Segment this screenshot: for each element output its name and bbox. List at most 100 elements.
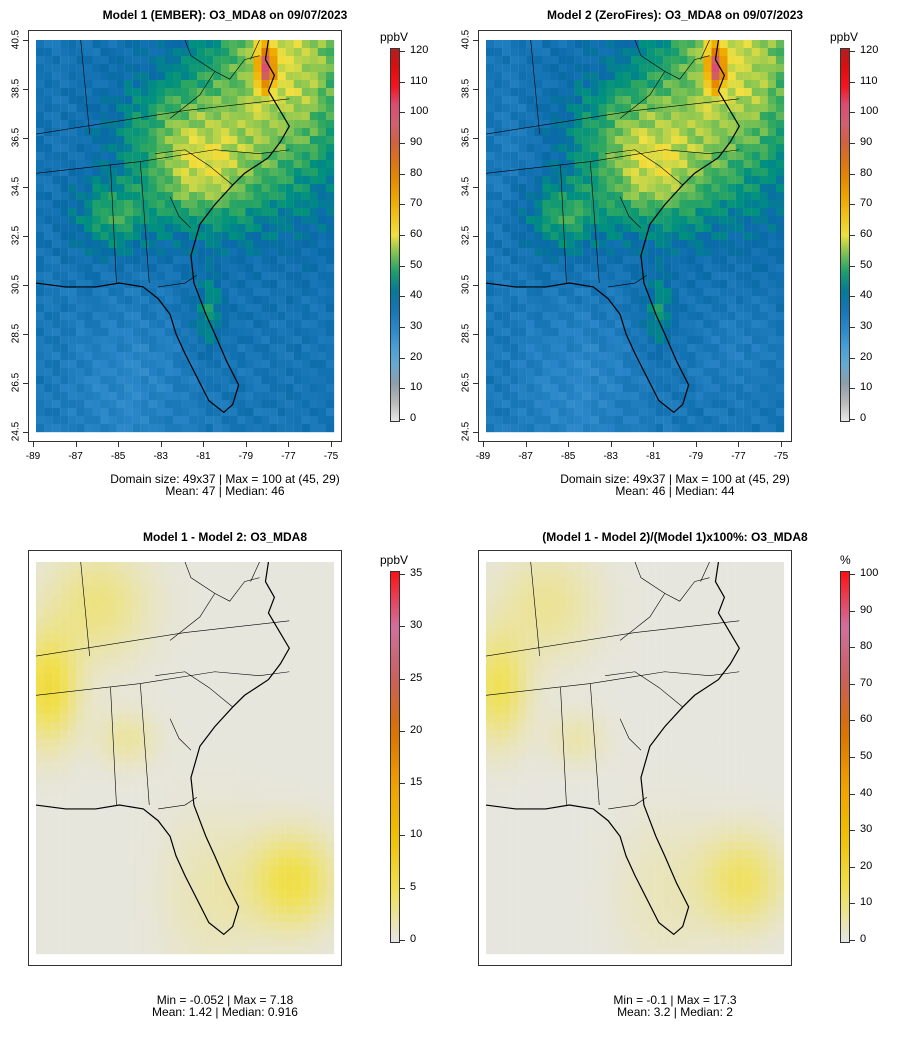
grid-cell [36, 586, 45, 595]
grid-cell [108, 866, 117, 875]
grid-cell [197, 88, 206, 97]
grid-cell [156, 818, 166, 827]
grid-cell [36, 738, 45, 747]
grid-cell [140, 730, 149, 739]
grid-cell [68, 416, 77, 425]
grid-cell [197, 682, 206, 691]
grid-cell [180, 618, 190, 627]
grid-cell [148, 160, 157, 169]
grid-cell [671, 272, 680, 281]
grid-cell [293, 88, 302, 97]
grid-cell [663, 136, 672, 145]
grid-cell [647, 424, 656, 433]
grid-cell [614, 192, 624, 201]
grid-cell [727, 264, 736, 273]
grid-cell [132, 618, 141, 627]
grid-cell [76, 722, 85, 731]
grid-cell [124, 376, 133, 385]
grid-cell [213, 730, 222, 739]
grid-cell [229, 730, 238, 739]
grid-cell [172, 352, 182, 361]
grid-cell [36, 400, 45, 409]
grid-cell [197, 602, 206, 611]
grid-cell [269, 360, 278, 369]
grid-cell [148, 416, 157, 425]
grid-cell [253, 152, 262, 161]
grid-cell [189, 842, 198, 851]
grid-cell [542, 360, 551, 369]
grid-cell [229, 88, 238, 97]
grid-cell [76, 232, 85, 241]
grid-cell [695, 64, 704, 73]
grid-cell [197, 906, 206, 915]
grid-cell [526, 312, 535, 321]
grid-cell [735, 312, 744, 321]
grid-cell [309, 392, 319, 401]
grid-cell [132, 850, 141, 859]
grid-cell [148, 424, 157, 433]
grid-cell [180, 384, 190, 393]
grid-cell [108, 184, 117, 193]
grid-cell [172, 120, 182, 129]
grid-cell [60, 946, 69, 955]
grid-cell [325, 408, 335, 417]
grid-cell [132, 938, 141, 947]
grid-cell [68, 152, 77, 161]
grid-cell [687, 248, 696, 257]
grid-cell [189, 264, 198, 273]
grid-cell [132, 562, 141, 571]
grid-cell [60, 690, 69, 699]
grid-cell [639, 56, 648, 65]
grid-cell [148, 826, 157, 835]
grid-cell [502, 272, 511, 281]
grid-cell [598, 192, 607, 201]
grid-cell [100, 88, 109, 97]
grid-cell [221, 248, 230, 257]
grid-cell [277, 280, 286, 289]
grid-cell [735, 48, 744, 57]
grid-cell [695, 264, 704, 273]
grid-cell [84, 168, 93, 177]
grid-cell [68, 786, 77, 795]
grid-cell [325, 424, 335, 433]
grid-cell [148, 922, 157, 931]
grid-cell [221, 392, 230, 401]
colorbar-tick-mark [850, 327, 855, 328]
grid-cell [751, 152, 760, 161]
grid-cell [622, 184, 632, 193]
grid-cell [156, 424, 166, 433]
grid-cell [108, 400, 117, 409]
grid-cell [711, 80, 720, 89]
grid-cell [751, 200, 760, 209]
grid-cell [590, 144, 599, 153]
grid-cell [76, 40, 85, 49]
grid-cell [655, 120, 664, 129]
grid-cell [574, 168, 583, 177]
grid-cell [293, 336, 302, 345]
grid-cell [197, 914, 206, 923]
grid-cell [518, 240, 527, 249]
grid-cell [534, 88, 543, 97]
grid-cell [743, 88, 752, 97]
grid-cell [703, 192, 712, 201]
grid-cell [325, 144, 335, 153]
grid-cell [703, 232, 712, 241]
grid-cell [84, 594, 93, 603]
grid-cell [622, 288, 632, 297]
grid-cell [197, 232, 206, 241]
grid-cell [132, 578, 141, 587]
y-tick-label: 40.5 [10, 29, 22, 50]
grid-cell [566, 136, 575, 145]
grid-cell [237, 240, 246, 249]
grid-cell [614, 288, 624, 297]
grid-cell [197, 384, 206, 393]
grid-cell [550, 232, 559, 241]
grid-cell [197, 320, 206, 329]
grid-cell [325, 48, 335, 57]
grid-cell [542, 416, 551, 425]
grid-cell [84, 96, 93, 105]
grid-cell [148, 770, 157, 779]
grid-cell [630, 312, 640, 321]
grid-cell [317, 296, 327, 305]
grid-cell [767, 64, 777, 73]
